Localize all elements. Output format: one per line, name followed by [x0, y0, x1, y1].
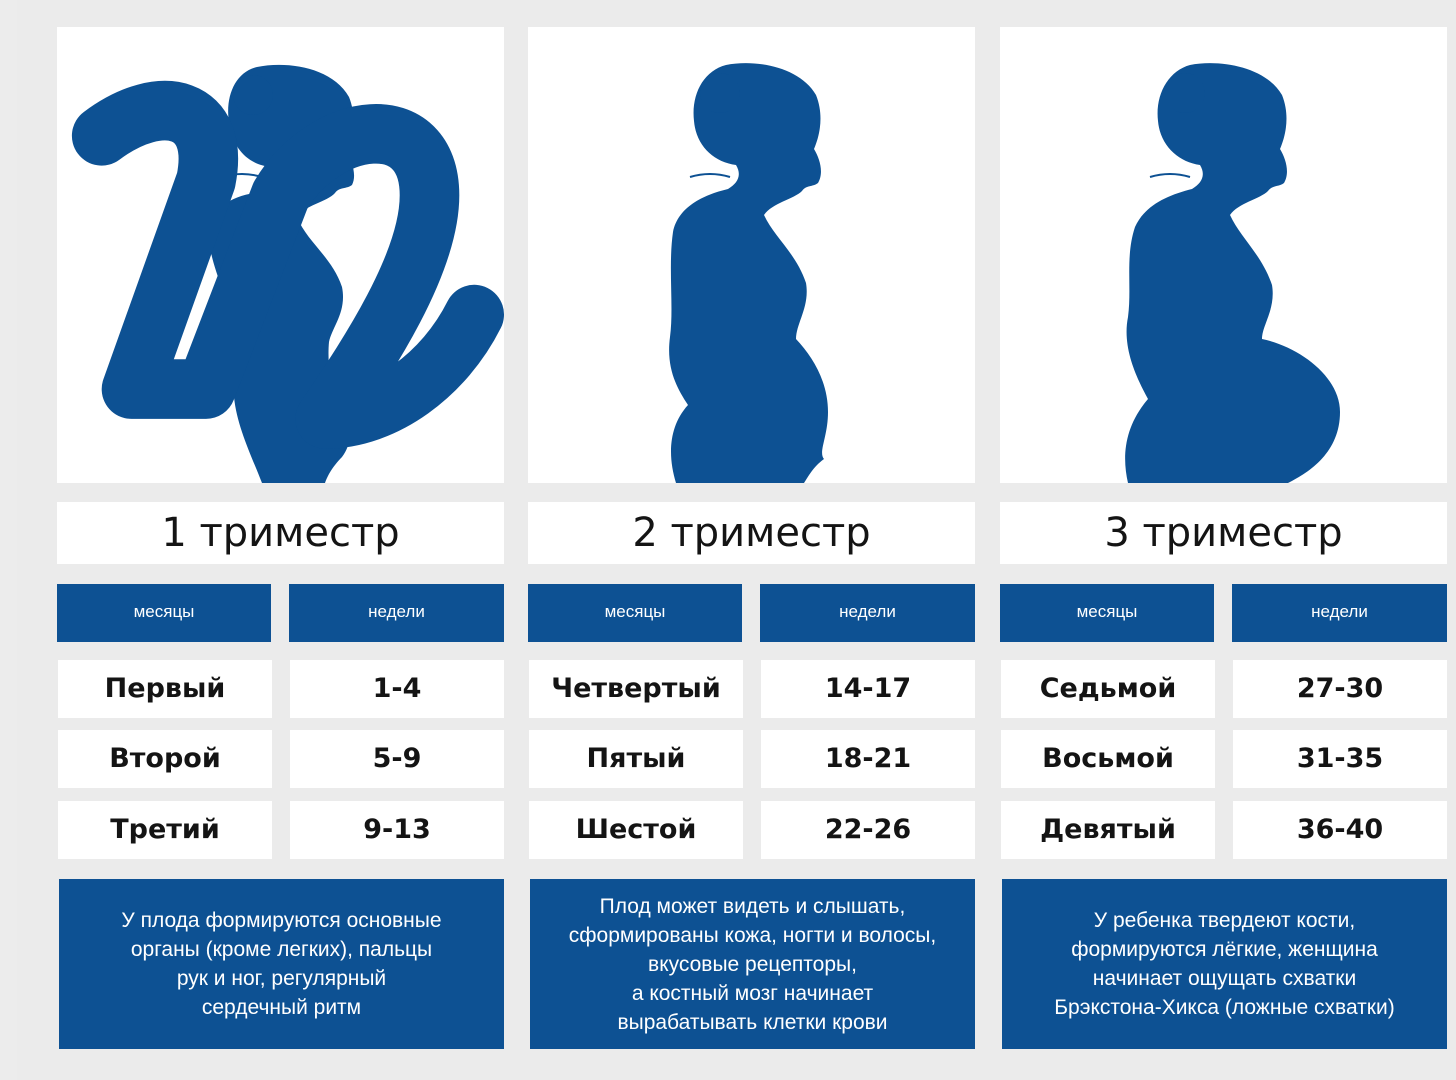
weeks-header: недели	[289, 584, 504, 642]
trimester-description: У ребенка твердеют кости, формируются лё…	[1002, 879, 1447, 1049]
weeks-cell: 14-17	[761, 660, 975, 718]
trimester-column-1: 1 триместр месяцы недели Первый 1-4 Втор…	[57, 0, 504, 1080]
description-line: Брэкстона-Хикса (ложные схватки)	[1054, 996, 1395, 1019]
weeks-cell: 18-21	[761, 730, 975, 788]
pregnant-silhouette-icon-2	[669, 63, 828, 483]
trimester-title: 1 триместр	[57, 502, 504, 564]
months-header: месяцы	[1000, 584, 1214, 642]
description-line: вырабатывать клетки крови	[617, 1010, 888, 1034]
month-cell: Четвертый	[529, 660, 743, 718]
description-line: вкусовые рецепторы,	[648, 952, 857, 976]
weeks-cell: 1-4	[290, 660, 504, 718]
trimester-column-3: 3 триместр месяцы недели Седьмой 27-30 В…	[1000, 0, 1447, 1080]
trimester-title: 3 триместр	[1000, 502, 1447, 564]
weeks-cell: 22-26	[761, 801, 975, 859]
silhouette-panel-1	[57, 27, 504, 483]
month-cell: Первый	[58, 660, 272, 718]
weeks-cell: 5-9	[290, 730, 504, 788]
weeks-cell: 9-13	[290, 801, 504, 859]
description-line: начинает ощущать схватки	[1092, 967, 1357, 990]
trimester-title: 2 триместр	[528, 502, 975, 564]
month-cell: Третий	[58, 801, 272, 859]
weeks-header: недели	[1232, 584, 1447, 642]
weeks-header: недели	[760, 584, 975, 642]
description-line: органы (кроме легких), пальцы	[130, 938, 433, 961]
description-line: Плод может видеть и слышать,	[599, 894, 906, 918]
silhouette-panel-2	[528, 27, 975, 483]
weeks-cell: 36-40	[1233, 801, 1447, 859]
trimester-description: Плод может видеть и слышать, сформирован…	[530, 879, 975, 1049]
month-cell: Второй	[58, 730, 272, 788]
silhouette-panel-3	[1000, 27, 1447, 483]
weeks-cell: 31-35	[1233, 730, 1447, 788]
month-cell: Шестой	[529, 801, 743, 859]
months-header: месяцы	[57, 584, 271, 642]
description-line: сформированы кожа, ногти и волосы,	[568, 923, 937, 947]
brand-logo-icon	[71, 80, 504, 449]
infographic: 1 триместр месяцы недели Первый 1-4 Втор…	[17, 0, 1456, 1080]
months-header: месяцы	[528, 584, 742, 642]
month-cell: Восьмой	[1001, 730, 1215, 788]
description-line: У ребенка твердеют кости,	[1093, 909, 1356, 932]
description-line: а костный мозг начинает	[631, 981, 874, 1005]
month-cell: Седьмой	[1001, 660, 1215, 718]
description-line: сердечный ритм	[201, 996, 362, 1019]
pregnant-silhouette-icon-3	[1125, 63, 1340, 483]
description-line: формируются лёгкие, женщина	[1071, 938, 1378, 961]
month-cell: Пятый	[529, 730, 743, 788]
description-line: рук и ног, регулярный	[176, 967, 387, 990]
description-line: У плода формируются основные	[121, 909, 442, 932]
weeks-cell: 27-30	[1233, 660, 1447, 718]
trimester-description: У плода формируются основные органы (кро…	[59, 879, 504, 1049]
trimester-column-2: 2 триместр месяцы недели Четвертый 14-17…	[528, 0, 975, 1080]
month-cell: Девятый	[1001, 801, 1215, 859]
